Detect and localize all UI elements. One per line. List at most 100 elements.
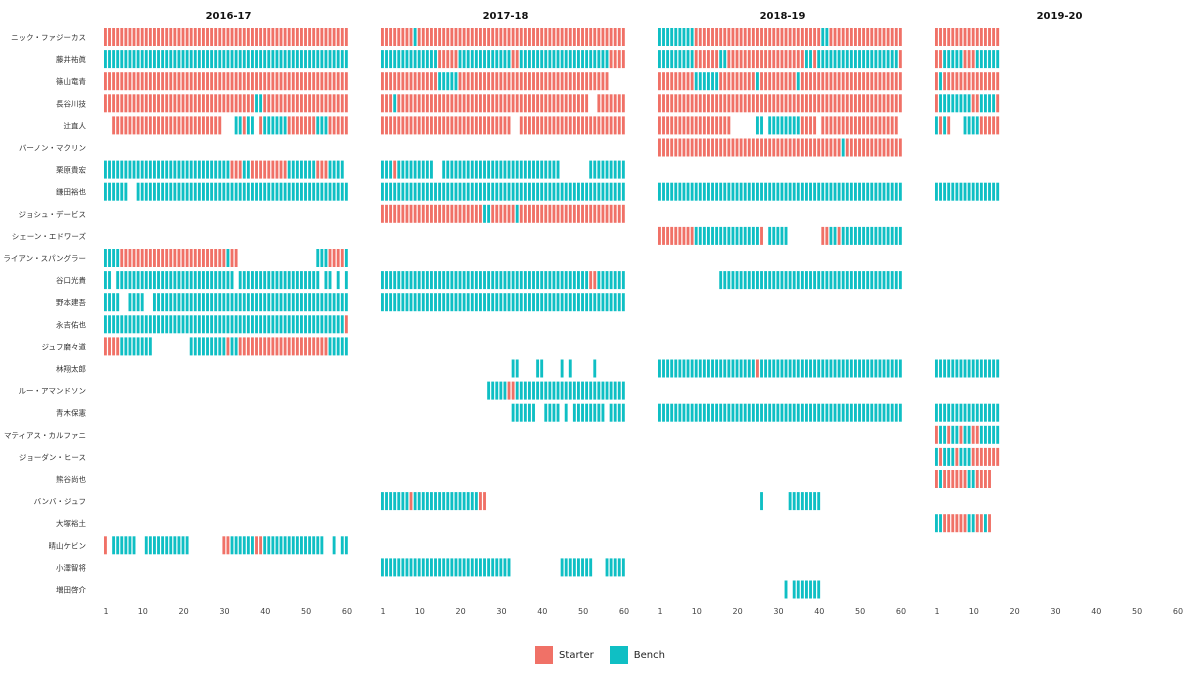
bench-game-tile xyxy=(601,160,605,179)
starter-game-tile xyxy=(739,138,743,157)
bench-game-tile xyxy=(776,403,780,422)
player-label: 鎌田裕也 xyxy=(56,187,86,197)
starter-game-tile xyxy=(666,226,670,245)
bench-game-tile xyxy=(528,293,531,312)
bench-game-tile xyxy=(556,403,560,422)
bench-game-tile xyxy=(670,359,674,378)
starter-game-tile xyxy=(577,28,580,46)
bench-game-tile xyxy=(556,50,560,69)
bench-game-tile xyxy=(242,293,246,312)
legend-label-starter: Starter xyxy=(559,649,594,661)
starter-game-tile xyxy=(197,249,201,267)
bench-game-tile xyxy=(866,359,870,378)
bench-game-tile xyxy=(694,403,698,422)
bench-game-tile xyxy=(552,160,556,179)
player-label: 谷口光貴 xyxy=(56,275,86,285)
bench-game-tile xyxy=(336,271,340,290)
bench-game-tile xyxy=(385,558,388,577)
starter-game-tile xyxy=(593,72,597,91)
bench-game-tile xyxy=(202,293,205,312)
starter-game-tile xyxy=(308,94,312,113)
starter-game-tile xyxy=(951,28,955,46)
starter-game-tile xyxy=(181,94,185,113)
starter-game-tile xyxy=(694,94,698,113)
bench-game-tile xyxy=(193,160,197,179)
starter-game-tile xyxy=(784,72,788,91)
bench-game-tile xyxy=(829,403,833,422)
starter-game-tile xyxy=(735,28,739,46)
bench-game-tile xyxy=(238,536,242,555)
starter-game-tile xyxy=(291,72,295,91)
bench-game-tile xyxy=(817,50,821,69)
bench-game-tile xyxy=(328,315,332,334)
starter-game-tile xyxy=(263,72,267,91)
bench-game-tile xyxy=(735,359,739,378)
bench-game-tile xyxy=(878,271,882,290)
bench-game-tile xyxy=(189,315,193,334)
bench-game-tile xyxy=(450,293,454,312)
starter-game-tile xyxy=(161,249,165,267)
starter-game-tile xyxy=(833,28,837,46)
bench-game-tile xyxy=(943,50,947,69)
starter-game-tile xyxy=(605,72,609,91)
starter-game-tile xyxy=(658,94,661,113)
starter-game-tile xyxy=(837,28,841,46)
bench-game-tile xyxy=(246,536,250,555)
bench-game-tile xyxy=(581,293,584,312)
starter-game-tile xyxy=(495,28,499,46)
starter-game-tile xyxy=(552,72,556,91)
bench-game-tile xyxy=(491,293,495,312)
starter-game-tile xyxy=(238,72,242,91)
starter-game-tile xyxy=(462,116,466,135)
bench-game-tile xyxy=(413,293,417,312)
bench-game-tile xyxy=(295,271,299,290)
starter-game-tile xyxy=(568,116,572,135)
bench-game-tile xyxy=(621,403,625,422)
starter-game-tile xyxy=(772,94,776,113)
starter-game-tile xyxy=(866,28,870,46)
starter-game-tile xyxy=(727,138,731,157)
bench-game-tile xyxy=(678,28,682,46)
bench-game-tile xyxy=(308,315,312,334)
starter-game-tile xyxy=(898,28,902,46)
bench-game-tile xyxy=(768,359,772,378)
starter-game-tile xyxy=(511,72,515,91)
bench-game-tile xyxy=(874,182,878,201)
starter-game-tile xyxy=(320,160,324,179)
bench-game-tile xyxy=(271,293,275,312)
bench-game-tile xyxy=(878,182,882,201)
bench-game-tile xyxy=(577,271,580,290)
bench-game-tile xyxy=(886,226,890,245)
bench-game-tile xyxy=(796,182,800,201)
bench-game-tile xyxy=(197,315,201,334)
bench-game-tile xyxy=(572,403,576,422)
bench-game-tile xyxy=(255,271,258,290)
bench-game-tile xyxy=(421,182,425,201)
bench-game-tile xyxy=(385,492,388,511)
bench-game-tile xyxy=(148,182,152,201)
bench-game-tile xyxy=(540,293,544,312)
starter-game-tile xyxy=(287,72,291,91)
starter-game-tile xyxy=(841,116,845,135)
starter-game-tile xyxy=(466,28,470,46)
starter-game-tile xyxy=(413,204,417,223)
bench-game-tile xyxy=(421,293,425,312)
bench-game-tile xyxy=(540,182,544,201)
bench-game-tile xyxy=(711,359,714,378)
bench-game-tile xyxy=(682,403,686,422)
bench-game-tile xyxy=(768,182,772,201)
starter-game-tile xyxy=(503,28,507,46)
bench-game-tile xyxy=(935,182,938,201)
bench-game-tile xyxy=(809,50,812,69)
bench-game-tile xyxy=(381,271,384,290)
bench-game-tile xyxy=(230,293,234,312)
starter-game-tile xyxy=(943,72,947,91)
starter-game-tile xyxy=(894,72,898,91)
bench-game-tile xyxy=(165,160,169,179)
bench-game-tile xyxy=(666,182,670,201)
bench-game-tile xyxy=(723,182,727,201)
starter-game-tile xyxy=(723,116,727,135)
starter-game-tile xyxy=(617,204,621,223)
starter-game-tile xyxy=(935,425,938,444)
bench-game-tile xyxy=(405,160,409,179)
